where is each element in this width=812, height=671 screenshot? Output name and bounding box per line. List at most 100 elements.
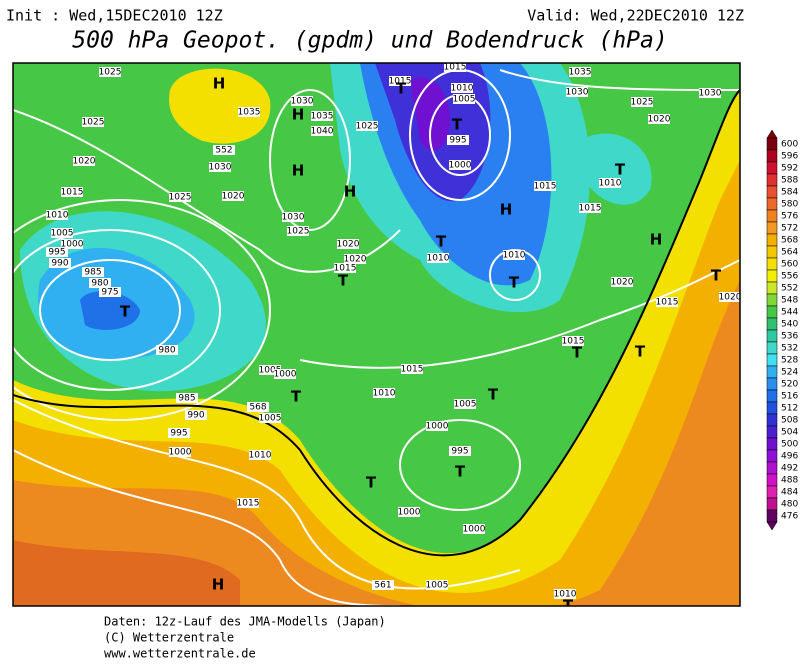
colorbar-cell — [766, 281, 778, 295]
colorbar-tick-label: 540 — [781, 320, 798, 330]
label-bg — [169, 447, 191, 457]
colorbar-cell — [766, 413, 778, 427]
colorbar-cell — [766, 185, 778, 199]
label-bg — [169, 192, 191, 202]
isobar-label: 1035 — [569, 68, 592, 78]
colorbar-cell — [766, 437, 778, 451]
label-bg — [426, 580, 448, 590]
colorbar-cell — [766, 461, 778, 475]
colorbar-tick-label: 564 — [781, 248, 798, 258]
pressure-center: T — [291, 388, 302, 406]
pressure-center: H — [500, 201, 513, 219]
label-bg — [451, 83, 473, 93]
label-bg — [334, 263, 356, 273]
footer-line: Daten: 12z-Lauf des JMA-Modells (Japan) — [104, 615, 386, 629]
label-bg — [344, 254, 366, 264]
colorbar-tick-label: 500 — [781, 440, 798, 450]
isobar-label: 1000 — [463, 525, 486, 535]
colorbar-tick-label: 568 — [781, 236, 798, 246]
colorbar-cell — [766, 197, 778, 211]
colorbar-cell — [766, 377, 778, 391]
label-bg — [73, 156, 95, 166]
label-bg — [46, 210, 68, 220]
label-bg — [49, 258, 71, 268]
label-bg — [337, 239, 359, 249]
colorbar-cell — [766, 365, 778, 379]
colorbar-cell — [766, 317, 778, 331]
isobar-label: 975 — [101, 288, 118, 298]
colorbar-tick-label: 532 — [781, 344, 798, 354]
label-bg — [447, 135, 469, 145]
init-text: Init : Wed,15DEC2010 12Z — [6, 7, 223, 25]
isobar-label: 1015 — [237, 499, 260, 509]
isobar-label: 1005 — [426, 581, 449, 591]
label-bg — [427, 253, 449, 263]
pressure-center: H — [650, 231, 663, 249]
isobar-label: 1025 — [356, 122, 379, 132]
isobar-label: 1025 — [82, 118, 105, 128]
isobar-label: 552 — [215, 146, 232, 156]
label-bg — [566, 87, 588, 97]
label-bg — [719, 292, 740, 302]
colorbar-tick-label: 548 — [781, 296, 798, 306]
isobar-label: 1015 — [334, 264, 357, 274]
colorbar-tick-label: 496 — [781, 452, 798, 462]
isobar-label: 1025 — [631, 98, 654, 108]
pressure-center: T — [563, 597, 574, 615]
isobar-label: 1035 — [311, 112, 334, 122]
label-bg — [287, 226, 309, 236]
colorbar-tick-label: 492 — [781, 464, 798, 474]
pressure-center: H — [213, 75, 226, 93]
colorbar-tick-label: 504 — [781, 428, 798, 438]
colorbar-tick-label: 536 — [781, 332, 798, 342]
isobar-label: 1025 — [169, 193, 192, 203]
isobar-label: 995 — [449, 136, 466, 146]
label-bg — [291, 96, 313, 106]
colorbar-cell — [766, 221, 778, 235]
label-bg — [426, 421, 448, 431]
label-bg — [373, 388, 395, 398]
label-bg — [656, 297, 678, 307]
isobar-label: 980 — [91, 279, 108, 289]
colorbar-tick-label: 488 — [781, 476, 798, 486]
colorbar-cell — [766, 161, 778, 175]
label-bg — [449, 160, 471, 170]
label-bg — [534, 181, 556, 191]
pressure-center: H — [292, 106, 305, 124]
isobar-label: 1015 — [61, 188, 84, 198]
label-bg — [356, 121, 378, 131]
isobar-label: 1020 — [648, 115, 671, 125]
isobar-label: 1025 — [287, 227, 310, 237]
colorbar-cell — [766, 269, 778, 283]
colorbar-tick-label: 584 — [781, 188, 798, 198]
isobar-label: 1010 — [249, 451, 272, 461]
isobar-label: 1035 — [238, 108, 261, 118]
colorbar-cell — [766, 509, 778, 523]
isobar-label: 995 — [170, 429, 187, 439]
isobar-label: 985 — [178, 394, 195, 404]
colorbar-tick-label: 592 — [781, 164, 798, 174]
colorbar-tick-label: 508 — [781, 416, 798, 426]
isobar-label: 1005 — [453, 95, 476, 105]
colorbar-cell — [766, 257, 778, 271]
label-bg — [611, 277, 633, 287]
isobar-label: 1020 — [719, 293, 742, 303]
pressure-center: T — [488, 386, 499, 404]
colorbar-cell — [766, 485, 778, 499]
colorbar-cell — [766, 389, 778, 403]
colorbar-tick-label: 484 — [781, 488, 798, 498]
isobar-label: 1005 — [51, 229, 74, 239]
colorbar-tick-label: 552 — [781, 284, 798, 294]
colorbar-tick-label: 560 — [781, 260, 798, 270]
label-bg — [99, 287, 121, 297]
pressure-center: T — [455, 463, 466, 481]
label-bg — [99, 67, 121, 77]
label-bg — [372, 580, 394, 590]
isobar-label: 1010 — [599, 179, 622, 189]
colorbar-tick-label: 480 — [781, 500, 798, 510]
pressure-center: T — [452, 116, 463, 134]
contour-line — [13, 89, 740, 557]
label-bg — [631, 97, 653, 107]
map-title: 500 hPa Geopot. (gpdm) und Bodendruck (h… — [72, 28, 667, 54]
